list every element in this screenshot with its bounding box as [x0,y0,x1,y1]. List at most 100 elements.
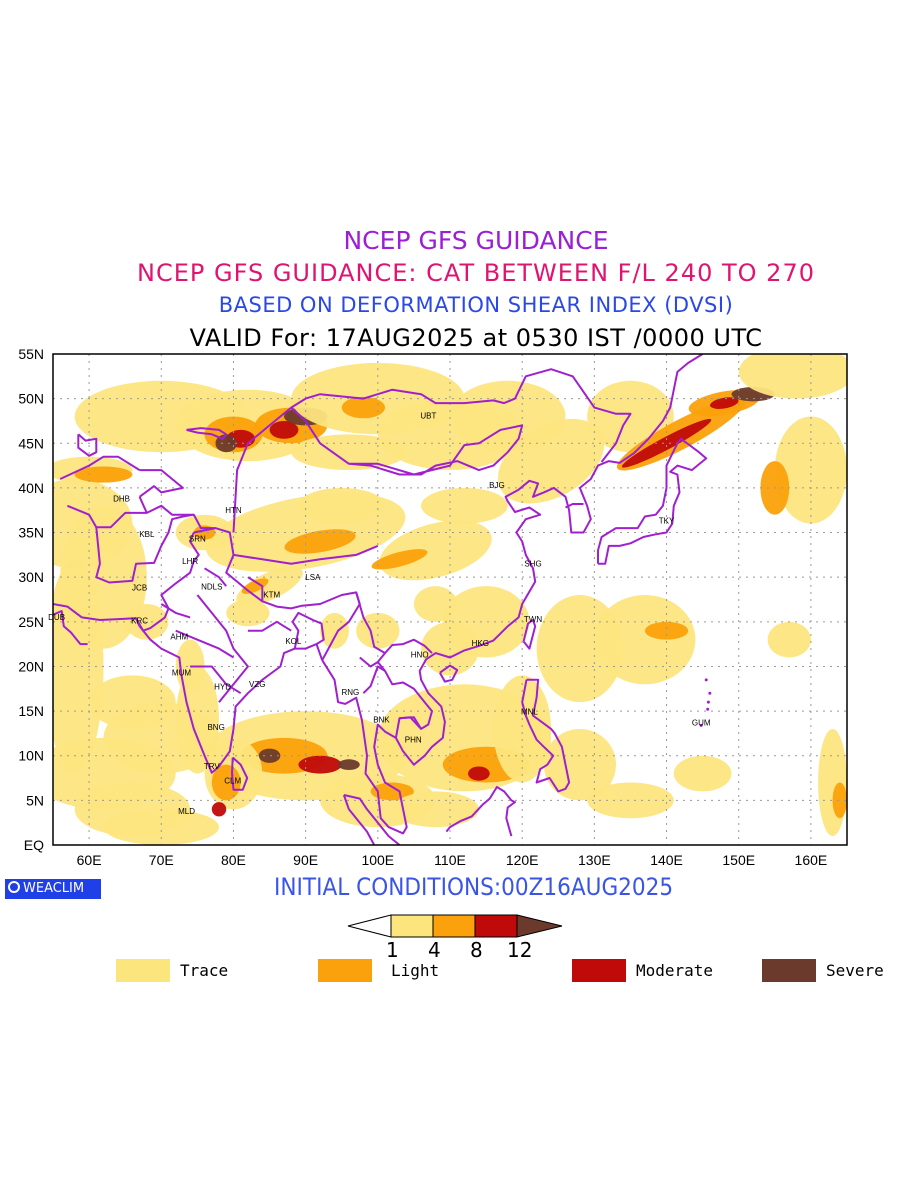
boundary-line [138,625,324,774]
colorbar-moderate [474,914,518,938]
island-marker [706,700,710,704]
boundary-line [362,665,386,694]
cat-light-area [74,466,133,483]
cat-trace-area [320,612,349,649]
legend-severe-swatch [762,959,816,982]
cat-trace-area [392,791,479,828]
island-marker [706,707,710,711]
lon-label: 120E [506,852,539,868]
station-label: TWN [524,615,542,624]
colorbar-low-arrow [347,914,392,938]
boundary-line [139,469,184,498]
boundary-line [138,496,148,514]
cat-trace-area [356,612,400,649]
boundary-line [321,354,704,835]
legend-moderate-swatch [572,959,626,982]
boundary-line [77,433,98,457]
station-label: KOL [285,637,302,646]
cat-trace-area [53,559,104,774]
station-label: DUB [48,613,65,622]
island-marker [704,678,708,682]
boundary-line [522,619,537,650]
colorbar-tick-1: 1 [386,938,399,962]
boundary-line [67,504,98,528]
station-label: UBT [420,411,436,420]
cat-trace-area [421,487,508,524]
lat-label: 25N [18,614,44,630]
station-label: MLD [178,807,195,816]
turbulence-map: UBT BJG TKY SHG DHB HTN KBL SRN LHR JCB NDLS KTM LSA… [18,346,848,868]
lon-label: 70E [149,852,174,868]
station-label: SRN [189,534,206,543]
boundary-line [204,567,227,587]
station-label: VZG [249,680,265,689]
station-label: BJG [489,481,505,490]
cat-moderate-area [269,420,299,439]
station-label: RNG [341,688,359,697]
cat-moderate-area [710,397,739,409]
station-label: LHR [182,557,198,566]
station-label: KBL [139,530,155,539]
lat-label: 50N [18,391,44,407]
cat-trace-area [587,782,674,819]
station-label: AHM [170,633,188,642]
legend-trace-swatch [116,959,170,982]
colorbar-tick-12: 12 [507,938,533,962]
cat-light-area [371,549,428,570]
boundary-line [247,576,264,602]
station-label: JCB [132,584,147,593]
boundary-line [193,527,216,534]
cat-moderate-area [211,802,227,817]
boundary-line [342,794,376,845]
boundary-line [186,427,228,440]
cat-severe-area [258,748,281,763]
boundary-line [95,513,194,584]
station-label: CLM [224,776,241,785]
cat-trace-area [774,416,847,524]
country-boundaries [53,354,712,845]
station-label: KTM [263,591,280,600]
lat-label: 5N [26,792,44,808]
lon-label: 90E [293,852,318,868]
lat-label: 20N [18,658,44,674]
boundary-line [175,629,235,659]
station-label: HTN [225,506,242,515]
lon-label: 160E [795,852,828,868]
station-label: BNK [373,716,390,725]
boundary-line [565,503,584,509]
cat-light-area [211,764,241,801]
lat-label: 15N [18,703,44,719]
cat-light-area [370,782,414,801]
boundary-line [359,652,386,668]
initial-conditions-label: INITIAL CONDITIONS:00Z16AUG2025 [274,873,674,901]
boundary-line [439,664,459,683]
lat-label: 35N [18,525,44,541]
station-label: LSA [305,573,321,582]
boundary-line [290,406,524,476]
station-label: TKY [659,517,675,526]
boundary-line [233,544,379,565]
cat-trace-area [236,566,303,606]
boundary-line [160,603,191,619]
colorbar-tick-8: 8 [470,938,483,962]
circle-logo-icon [8,881,20,893]
lon-label: 110E [434,852,466,868]
lat-label: 55N [18,346,44,362]
station-label: HNO [411,651,429,660]
station-label: MNL [521,708,538,717]
colorbar-trace [390,914,434,938]
title-line-3: BASED ON DEFORMATION SHEAR INDEX (DVSI) [218,293,734,317]
cat-trace-area [767,621,811,658]
station-label: NDLS [201,583,222,592]
boundary-line [291,611,325,649]
boundary-line [247,620,292,632]
lat-label: 30N [18,569,44,585]
legend-severe-label: Severe [826,961,884,980]
cat-trace-area [450,380,566,453]
cat-trace-area [175,666,220,774]
logo-text: WEACLIM [23,881,85,896]
boundary-line [343,794,401,845]
plot-frame [52,353,848,846]
legend-light-swatch [318,959,372,982]
boundary-line [53,610,88,646]
